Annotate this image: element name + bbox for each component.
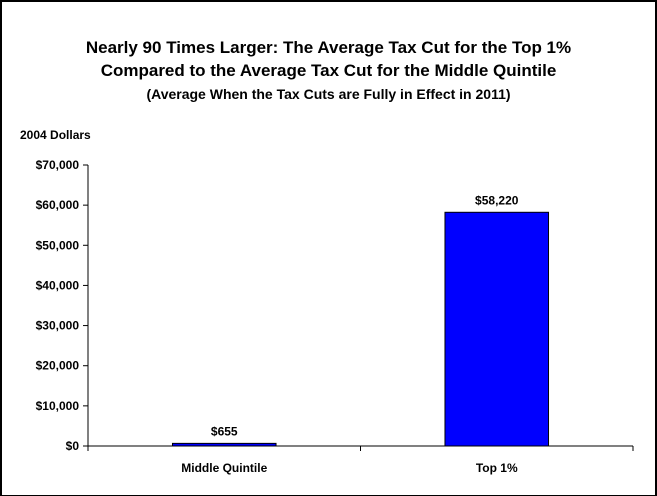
y-axis-unit-label: 2004 Dollars xyxy=(20,128,91,142)
bar-1 xyxy=(444,211,550,447)
chart-subtitle: (Average When the Tax Cuts are Fully in … xyxy=(146,86,511,102)
y-tick-label: $30,000 xyxy=(36,319,80,333)
data-label-1: $58,220 xyxy=(475,193,519,207)
category-label-0: Middle Quintile xyxy=(181,461,267,475)
y-tick-label: $10,000 xyxy=(36,399,80,413)
category-label-1: Top 1% xyxy=(476,461,518,475)
y-tick-label: $60,000 xyxy=(36,198,80,212)
bar-0 xyxy=(171,442,277,447)
y-tick-label: $20,000 xyxy=(36,359,80,373)
y-tick-label: $0 xyxy=(66,439,80,453)
chart-title-line-2: Compared to the Average Tax Cut for the … xyxy=(100,61,557,80)
y-tick-label: $40,000 xyxy=(36,278,80,292)
data-label-0: $655 xyxy=(211,424,238,438)
y-tick-label: $50,000 xyxy=(36,238,80,252)
chart-title-line-1: Nearly 90 Times Larger: The Average Tax … xyxy=(85,38,572,57)
y-tick-label: $70,000 xyxy=(36,158,80,172)
